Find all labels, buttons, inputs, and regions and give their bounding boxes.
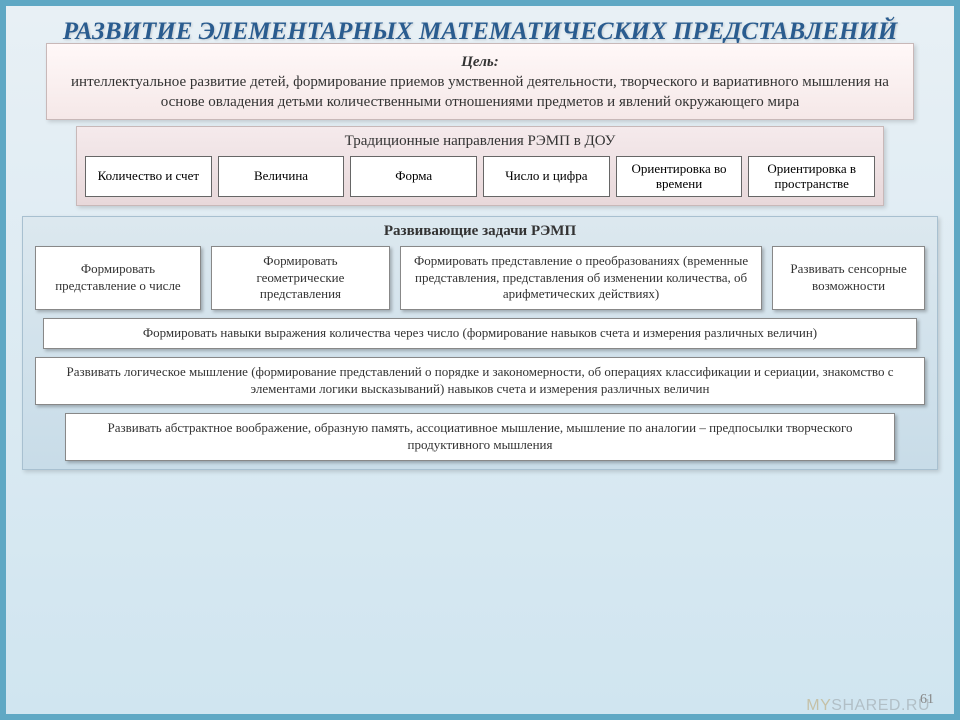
goal-label: Цель: xyxy=(461,54,499,70)
dir-item: Ориентировка в пространстве xyxy=(748,156,875,197)
dir-item: Форма xyxy=(350,156,477,197)
tasks-row-1: Формировать представление о числе Формир… xyxy=(35,246,925,311)
goal-box: Цель: интеллектуальное развитие детей, ф… xyxy=(46,43,914,120)
directions-items: Количество и счет Величина Форма Число и… xyxy=(85,156,875,197)
task-item: Формировать представление о числе xyxy=(35,246,201,311)
goal-text: интеллектуальное развитие детей, формиро… xyxy=(71,74,889,110)
task-item-full: Формировать навыки выражения количества … xyxy=(43,318,917,349)
watermark-my: MY xyxy=(806,697,831,714)
task-item: Формировать представление о преобразован… xyxy=(400,246,762,311)
slide: РАЗВИТИЕ ЭЛЕМЕНТАРНЫХ МАТЕМАТИЧЕСКИХ ПРЕ… xyxy=(0,0,960,720)
task-item-full: Развивать абстрактное воображение, образ… xyxy=(65,413,895,461)
watermark: MYSHARED.RU xyxy=(806,697,930,715)
dir-item: Количество и счет xyxy=(85,156,212,197)
dir-item: Число и цифра xyxy=(483,156,610,197)
task-item: Развивать сенсорные возможности xyxy=(772,246,925,311)
task-item: Формировать геометрические представления xyxy=(211,246,390,311)
tasks-box: Развивающие задачи РЭМП Формировать пред… xyxy=(22,216,938,470)
dir-item: Ориентировка во времени xyxy=(616,156,743,197)
tasks-title: Развивающие задачи РЭМП xyxy=(35,223,925,240)
task-item-full: Развивать логическое мышление (формирова… xyxy=(35,357,925,405)
dir-item: Величина xyxy=(218,156,345,197)
watermark-rest: SHARED.RU xyxy=(831,697,930,714)
directions-title: Традиционные направления РЭМП в ДОУ xyxy=(85,133,875,150)
directions-box: Традиционные направления РЭМП в ДОУ Коли… xyxy=(76,126,884,206)
